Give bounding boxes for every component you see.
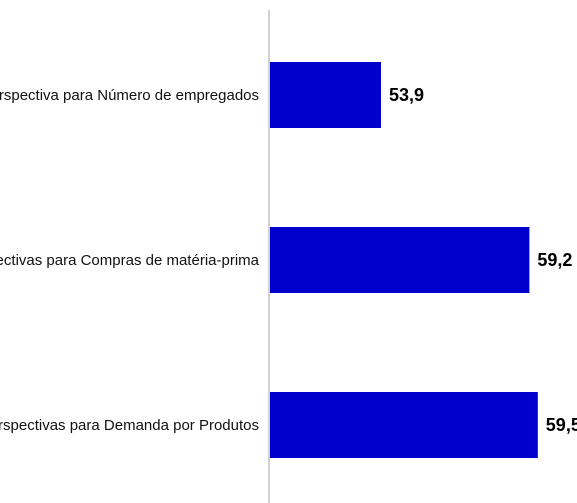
- bar: [270, 227, 529, 293]
- category-label: Perspectivas para Demanda por Produtos: [0, 417, 259, 434]
- value-label: 59,2: [537, 250, 572, 270]
- value-label: 53,9: [389, 85, 424, 105]
- bar: [270, 62, 381, 128]
- category-label: Perspectivas para Compras de matéria-pri…: [0, 252, 260, 269]
- bar: [270, 392, 538, 458]
- value-label: 59,5: [546, 415, 577, 435]
- category-label: Perspectiva para Número de empregados: [0, 87, 259, 104]
- chart-marks: Perspectiva para Número de empregados 53,…: [0, 62, 577, 458]
